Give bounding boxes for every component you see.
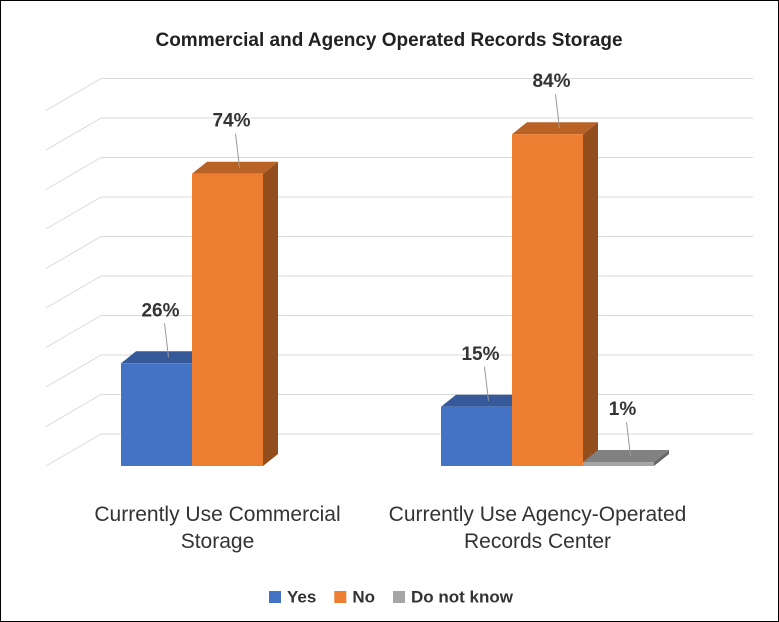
bar-top bbox=[121, 351, 207, 364]
bar-top bbox=[512, 122, 598, 135]
bar bbox=[512, 134, 583, 466]
grid-line-side bbox=[45, 236, 102, 269]
label-leader bbox=[484, 366, 489, 401]
bar-top bbox=[441, 394, 527, 407]
label-leader bbox=[164, 323, 169, 358]
grid-line-side bbox=[45, 157, 102, 190]
bar bbox=[192, 173, 263, 466]
legend-swatch bbox=[334, 591, 347, 603]
data-label: 74% bbox=[212, 111, 250, 132]
grid-line-side bbox=[45, 117, 102, 151]
data-label: 26% bbox=[141, 300, 179, 321]
x-tick-label: Currently Use Commercial Storage bbox=[94, 503, 341, 553]
bar-side bbox=[263, 161, 278, 466]
legend-label: Do not know bbox=[411, 587, 514, 606]
data-label: 1% bbox=[609, 399, 637, 420]
grid-line-side bbox=[45, 196, 102, 230]
grid-line-side bbox=[45, 394, 102, 427]
grid-line-side bbox=[45, 354, 102, 388]
x-tick-label: Currently Use Agency-Operated Records Ce… bbox=[388, 503, 687, 553]
legend-label: Yes bbox=[287, 587, 316, 606]
bar-top bbox=[192, 161, 278, 174]
bar bbox=[121, 363, 192, 466]
legend-label: No bbox=[352, 587, 375, 606]
chart-title: Commercial and Agency Operated Records S… bbox=[155, 30, 622, 51]
bar-top bbox=[583, 450, 669, 463]
label-leader bbox=[626, 421, 631, 457]
data-label: 84% bbox=[532, 71, 570, 92]
legend-swatch bbox=[269, 591, 281, 603]
label-leader bbox=[235, 133, 240, 168]
label-leader bbox=[555, 94, 560, 129]
legend-swatch bbox=[392, 591, 405, 603]
data-label: 15% bbox=[461, 344, 499, 365]
bar bbox=[583, 462, 654, 466]
grid-line-side bbox=[45, 315, 102, 348]
bar bbox=[441, 406, 512, 466]
grid-line-side bbox=[45, 275, 102, 309]
bar-side bbox=[654, 450, 669, 466]
bar-side bbox=[583, 122, 598, 466]
grid-line-side bbox=[45, 433, 102, 467]
grid-line-side bbox=[45, 78, 102, 111]
